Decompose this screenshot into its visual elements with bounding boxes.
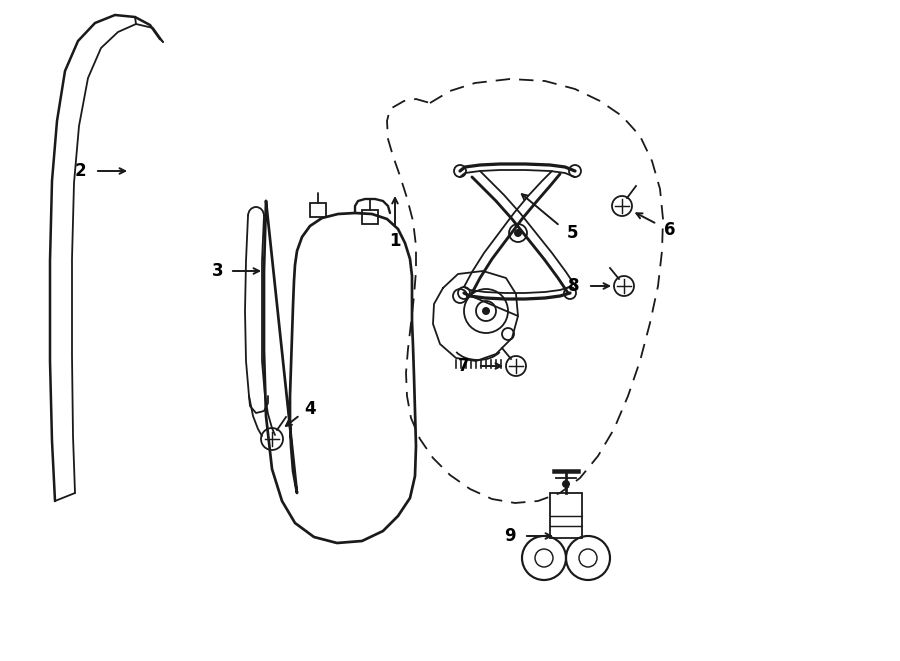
- Text: 7: 7: [458, 357, 470, 375]
- Circle shape: [564, 287, 576, 299]
- Text: 5: 5: [566, 224, 578, 242]
- Circle shape: [454, 165, 466, 177]
- Text: 8: 8: [568, 277, 580, 295]
- Text: 4: 4: [304, 400, 316, 418]
- Text: 6: 6: [664, 221, 676, 239]
- Circle shape: [509, 224, 527, 242]
- Circle shape: [612, 196, 632, 216]
- Text: 2: 2: [74, 162, 86, 180]
- Circle shape: [458, 287, 470, 299]
- Bar: [310, 203, 326, 217]
- Text: 9: 9: [504, 527, 516, 545]
- Circle shape: [569, 165, 581, 177]
- Text: 1: 1: [389, 232, 400, 250]
- Bar: [362, 210, 378, 224]
- Circle shape: [614, 276, 634, 296]
- Circle shape: [562, 480, 570, 488]
- Bar: [550, 493, 582, 538]
- Circle shape: [261, 428, 283, 450]
- Circle shape: [514, 229, 522, 237]
- Circle shape: [482, 307, 490, 315]
- Text: 3: 3: [212, 262, 224, 280]
- Circle shape: [506, 356, 526, 376]
